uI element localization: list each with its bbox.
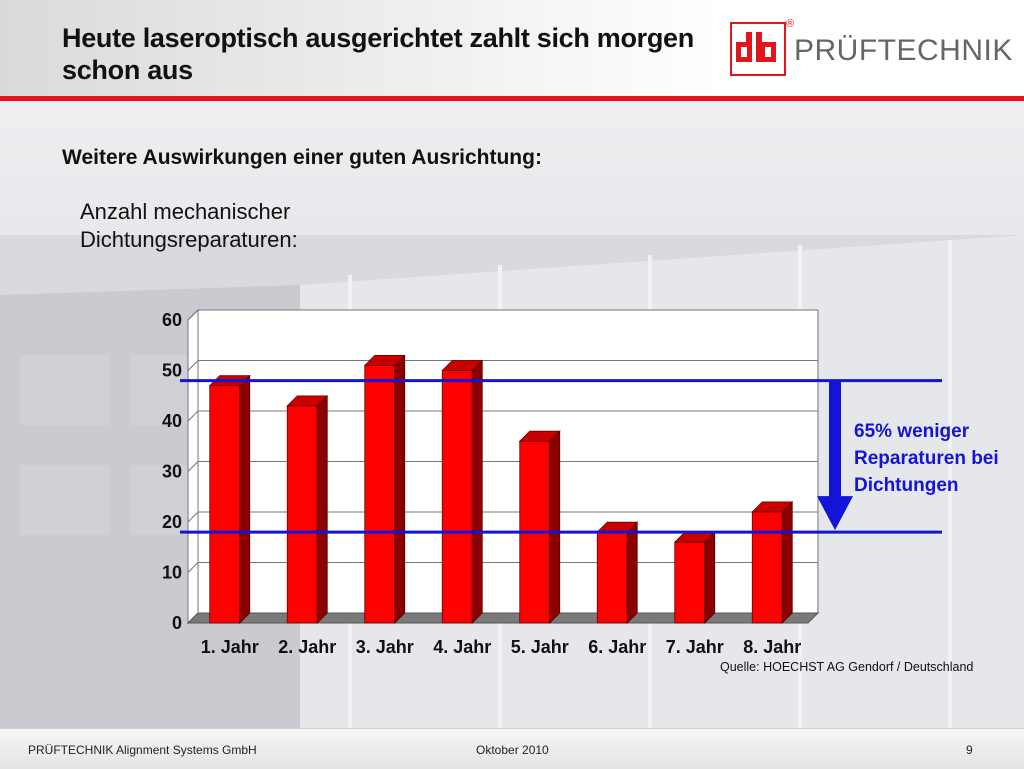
bar: [441, 370, 473, 624]
x-tick-label: 7. Jahr: [666, 637, 724, 657]
slide-footer: PRÜFTECHNIK Alignment Systems GmbH Oktob…: [0, 728, 1024, 769]
x-tick-label: 2. Jahr: [278, 637, 336, 657]
x-tick-label: 6. Jahr: [588, 637, 646, 657]
y-tick-label: 0: [172, 613, 182, 633]
registered-mark: ®: [786, 18, 795, 30]
bar: [751, 511, 783, 624]
slide-title: Heute laseroptisch ausgerichtet zahlt si…: [62, 23, 694, 85]
gridline: [187, 511, 818, 523]
gridline: [187, 360, 818, 371]
footer-date: Oktober 2010: [476, 743, 549, 757]
x-tick-label: 5. Jahr: [511, 637, 569, 657]
y-tick-label: 40: [162, 411, 182, 431]
down-arrow-icon: [817, 380, 853, 531]
bar: [596, 531, 628, 624]
brand-name: PRÜFTECHNIK: [794, 34, 1013, 67]
x-tick-label: 1. Jahr: [201, 637, 259, 657]
x-tick-label: 4. Jahr: [433, 637, 491, 657]
footer-page-number: 9: [966, 743, 973, 757]
db-logo-mark: [730, 22, 786, 76]
gridline: [187, 461, 818, 472]
y-tick-label: 60: [162, 310, 182, 330]
y-tick-label: 50: [162, 361, 182, 381]
bar-top: [441, 360, 484, 371]
plot-floor: [186, 612, 820, 624]
x-tick-label: 3. Jahr: [356, 637, 414, 657]
slide-header: [0, 0, 1024, 98]
bar: [209, 385, 241, 624]
bar: [364, 365, 396, 624]
reduction-annotation: 65% weniger Reparaturen bei Dichtungen: [854, 421, 999, 496]
slide-subtitle: Weitere Auswirkungen einer guten Ausrich…: [62, 146, 542, 169]
pruftechnik-logo: ® PRÜFTECHNIK: [730, 18, 1024, 78]
bar-side: [471, 359, 483, 624]
bar: [286, 405, 318, 624]
bar-side: [781, 500, 793, 624]
chart-heading: Anzahl mechanischer Dichtungsreparaturen…: [80, 199, 298, 252]
source-note: Quelle: HOECHST AG Gendorf / Deutschland: [720, 660, 974, 674]
bar-side: [626, 521, 638, 624]
db-logo-icon: [736, 32, 776, 62]
bar: [674, 541, 706, 624]
bar-side: [549, 430, 561, 624]
y-tick-label: 10: [162, 563, 182, 583]
gridline: [187, 309, 818, 321]
bar-side: [239, 374, 251, 624]
repairs-bar-chart: 0 10 20 30 40 50 60 1. Jahr 2. Jahr 3. Jahr 4. Jah…: [162, 308, 942, 657]
header-divider: [0, 96, 1024, 101]
gridline: [187, 410, 818, 422]
x-tick-label: 8. Jahr: [743, 637, 801, 657]
bar-top: [363, 355, 406, 366]
bar-top: [518, 430, 561, 442]
bar-side: [394, 354, 406, 624]
bar-side: [704, 531, 716, 624]
y-tick-label: 30: [162, 462, 182, 482]
bar-top: [751, 501, 794, 513]
bar-side: [316, 394, 328, 624]
y-tick-label: 20: [162, 512, 182, 532]
bar-top: [286, 395, 329, 407]
footer-company: PRÜFTECHNIK Alignment Systems GmbH: [28, 743, 257, 757]
